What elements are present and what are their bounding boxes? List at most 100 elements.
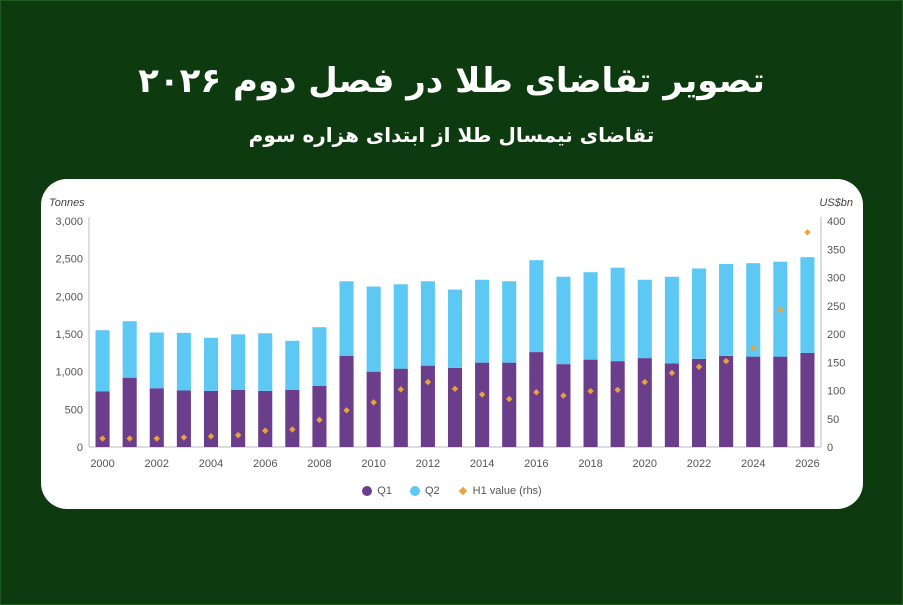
- marker-h1-value: [343, 407, 350, 414]
- y2-tick-label: 350: [827, 244, 845, 256]
- y-tick-label: 1,000: [55, 367, 83, 379]
- legend-swatch-q2: [409, 486, 420, 496]
- marker-h1-value: [289, 426, 296, 433]
- bar-q2: [176, 332, 191, 391]
- bar-q2: [475, 279, 490, 363]
- bar-q2: [258, 333, 273, 391]
- bar-q2: [122, 321, 137, 378]
- legend-label-q1: Q1: [377, 485, 392, 497]
- chart-legend: Q1 Q2 H1 value (rhs): [41, 485, 863, 497]
- y-tick-label: 2,500: [55, 254, 83, 266]
- bar-q2: [447, 289, 463, 368]
- y2-tick-label: 300: [827, 273, 845, 285]
- bar-q2: [393, 284, 408, 369]
- bar-q1: [258, 390, 273, 447]
- bar-q1: [447, 367, 463, 447]
- legend-item-h1-value: H1 value (rhs): [458, 485, 542, 497]
- y2-tick-label: 200: [827, 329, 845, 341]
- x-tick-label: 2004: [199, 458, 223, 470]
- marker-h1-value: [750, 344, 757, 352]
- y2-tick-label: 400: [827, 216, 845, 228]
- marker-h1-value: [614, 386, 621, 394]
- marker-h1-value: [99, 435, 106, 442]
- y2-tick-label: 100: [827, 386, 845, 398]
- marker-h1-value: [424, 378, 432, 386]
- x-tick-label: 2014: [470, 458, 494, 470]
- marker-h1-value: [180, 434, 188, 441]
- bar-q2: [719, 263, 734, 356]
- bar-q2: [637, 279, 652, 359]
- y2-tick-label: 0: [827, 442, 833, 454]
- bar-q1: [556, 364, 571, 447]
- x-tick-label: 2026: [795, 458, 819, 470]
- bar-q1: [176, 390, 191, 447]
- x-tick-label: 2002: [145, 458, 169, 470]
- bar-q2: [556, 276, 571, 365]
- bar-q1: [529, 352, 544, 447]
- marker-h1-value: [316, 416, 323, 424]
- bar-q1: [339, 355, 354, 447]
- marker-h1-value: [207, 433, 215, 440]
- marker-h1-value: [695, 363, 703, 370]
- legend-swatch-q1: [362, 486, 373, 496]
- marker-h1-value: [668, 369, 676, 377]
- x-tick-label: 2010: [361, 458, 385, 470]
- bar-q1: [664, 363, 679, 447]
- bar-q1: [773, 356, 788, 447]
- legend-label-h1-value: H1 value (rhs): [472, 485, 542, 497]
- bar-q1: [719, 355, 734, 447]
- y-tick-label: 1,500: [55, 329, 83, 341]
- marker-h1-value: [560, 392, 567, 399]
- y-tick-label: 0: [77, 442, 83, 454]
- marker-h1-value: [804, 229, 811, 236]
- page-subtitle: تقاضای نیمسال طلا از ابتدای هزاره سوم: [248, 123, 655, 147]
- bar-q2: [149, 332, 164, 389]
- x-tick-label: 2016: [524, 458, 548, 470]
- x-tick-label: 2018: [578, 458, 602, 470]
- y-tick-label: 500: [65, 404, 83, 416]
- bar-q2: [285, 340, 300, 390]
- bar-q1: [312, 385, 327, 447]
- marker-h1-value: [641, 378, 648, 386]
- bar-q2: [502, 281, 517, 363]
- marker-h1-value: [777, 306, 784, 313]
- bar-q1: [610, 361, 625, 447]
- bar-q1: [393, 368, 408, 447]
- legend-item-q2: Q2: [409, 485, 440, 497]
- marker-h1-value: [126, 435, 133, 442]
- marker-h1-value: [397, 386, 404, 393]
- bar-q2: [691, 268, 707, 359]
- x-tick-label: 2022: [687, 458, 711, 470]
- legend-item-q1: Q1: [362, 485, 392, 497]
- bar-q1: [285, 389, 300, 447]
- bar-q2: [746, 263, 761, 357]
- bar-q2: [339, 281, 354, 356]
- bar-q2: [366, 286, 381, 372]
- bar-q2: [583, 272, 598, 360]
- marker-h1-value: [451, 385, 459, 393]
- bar-q1: [231, 389, 246, 447]
- y2-tick-label: 50: [827, 414, 839, 426]
- y-tick-label: 3,000: [55, 216, 83, 228]
- x-tick-label: 2008: [307, 458, 331, 470]
- bar-q2: [312, 327, 327, 386]
- x-tick-label: 2012: [416, 458, 440, 470]
- bar-q1: [366, 371, 381, 447]
- bar-q1: [502, 362, 517, 447]
- bar-q1: [637, 358, 652, 447]
- bar-q2: [203, 337, 219, 391]
- marker-h1-value: [370, 399, 377, 406]
- marker-h1-value: [262, 427, 269, 434]
- bar-q1: [122, 377, 137, 447]
- y-axis-unit-label: Tonnes: [49, 197, 85, 209]
- bar-q2: [800, 257, 815, 353]
- x-tick-label: 2020: [633, 458, 657, 470]
- x-tick-label: 2024: [741, 458, 765, 470]
- x-tick-label: 2000: [90, 458, 114, 470]
- marker-h1-value: [234, 431, 242, 439]
- bar-q1: [203, 390, 219, 447]
- bar-q1: [149, 388, 164, 447]
- y2-axis-unit-label: US$bn: [819, 197, 853, 209]
- marker-h1-value: [722, 357, 730, 365]
